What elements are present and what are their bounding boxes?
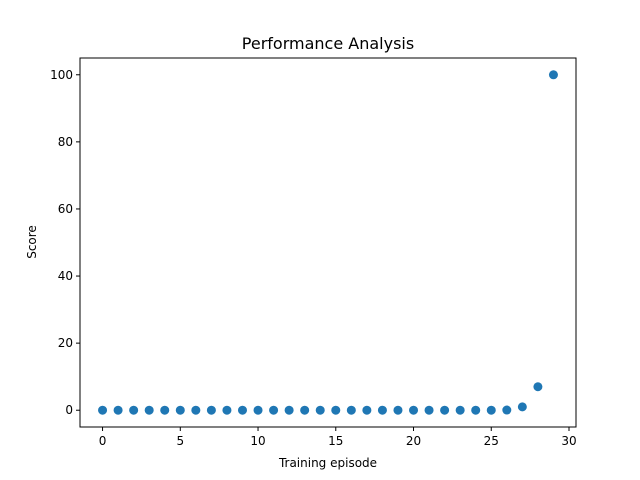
plot-frame (79, 57, 577, 428)
y-tick-label: 80 (58, 135, 73, 149)
data-point (129, 405, 139, 415)
data-point (269, 405, 279, 415)
data-point (222, 405, 232, 415)
data-point (113, 405, 123, 415)
x-tick-label: 30 (561, 434, 576, 448)
data-point (237, 405, 247, 415)
data-point (486, 405, 496, 415)
x-tick-label: 5 (176, 434, 184, 448)
data-point (144, 405, 154, 415)
data-point (191, 405, 201, 415)
x-axis: 0 5 10 15 20 25 30 (99, 427, 577, 448)
y-tick-label: 100 (50, 68, 73, 82)
x-tick-label: 20 (406, 434, 421, 448)
y-tick-label: 60 (58, 202, 73, 216)
data-point (98, 405, 108, 415)
data-point (253, 405, 263, 415)
data-point (284, 405, 294, 415)
y-tick-label: 20 (58, 336, 73, 350)
data-point (393, 405, 403, 415)
y-tick-label: 0 (65, 403, 73, 417)
x-tick-label: 10 (250, 434, 265, 448)
data-point (502, 405, 512, 415)
y-axis: 0 20 40 60 80 100 (50, 68, 80, 417)
data-point (409, 405, 419, 415)
data-point (175, 405, 185, 415)
x-tick-label: 15 (328, 434, 343, 448)
x-tick-label: 25 (484, 434, 499, 448)
y-axis-label: Score (25, 225, 39, 259)
x-tick-label: 0 (99, 434, 107, 448)
data-point (471, 405, 481, 415)
data-points (98, 70, 558, 415)
data-point (424, 405, 434, 415)
data-point (455, 405, 465, 415)
data-point (206, 405, 216, 415)
x-axis-label: Training episode (278, 456, 377, 470)
data-point (300, 405, 310, 415)
chart-title: Performance Analysis (242, 34, 414, 53)
data-point (517, 402, 527, 412)
data-point (533, 382, 543, 392)
data-point (346, 405, 356, 415)
data-point (440, 405, 450, 415)
y-tick-label: 40 (58, 269, 73, 283)
data-point (377, 405, 387, 415)
data-point (315, 405, 325, 415)
data-point (362, 405, 372, 415)
data-point (331, 405, 341, 415)
data-point (160, 405, 170, 415)
data-point (548, 70, 558, 80)
